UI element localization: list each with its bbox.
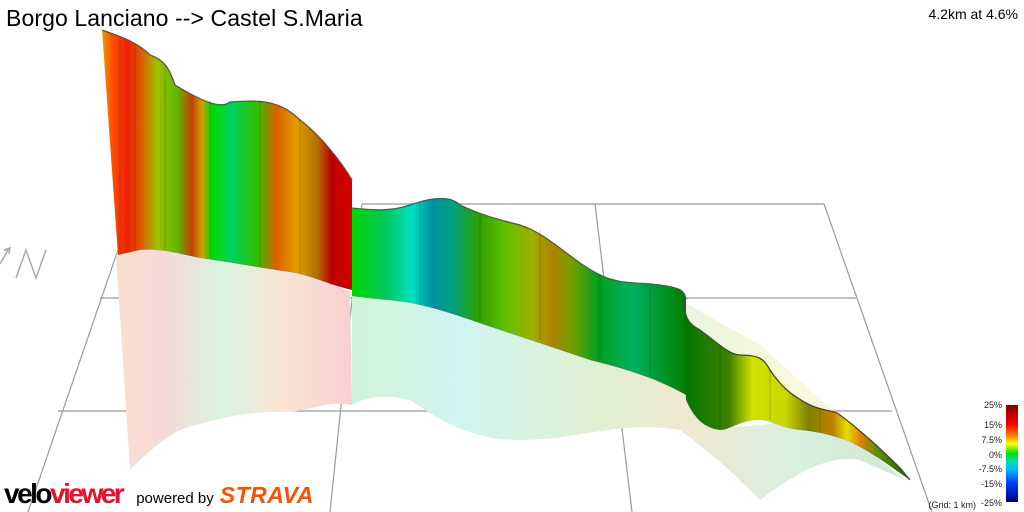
grid-scale-note: (Grid: 1 km) [928, 500, 976, 510]
legend-tick: 0% [988, 450, 1002, 460]
veloviewer-logo-part1[interactable]: velo [4, 478, 53, 509]
veloviewer-logo-part2[interactable]: viewer [50, 478, 125, 509]
legend-tick: -25% [980, 498, 1002, 508]
branding: velo viewer powered by STRAVA [4, 478, 314, 510]
gradient-legend: 25% 15% 7.5% 0% -7.5% -15% -25% [920, 400, 1020, 512]
legend-tick: -15% [980, 479, 1002, 489]
north-arrow-icon [0, 246, 47, 281]
route-title: Borgo Lanciano --> Castel S.Maria [6, 5, 363, 31]
route-stats: 4.2km at 4.6% [928, 6, 1019, 22]
strava-logo[interactable]: STRAVA [219, 482, 314, 508]
legend-tick: 25% [983, 400, 1002, 410]
legend-tick: 15% [983, 420, 1002, 430]
legend-tick: 7.5% [981, 435, 1002, 445]
legend-tick: -7.5% [978, 464, 1002, 474]
powered-by-label: powered by [136, 490, 214, 507]
gradient-color-bar [1006, 405, 1018, 502]
